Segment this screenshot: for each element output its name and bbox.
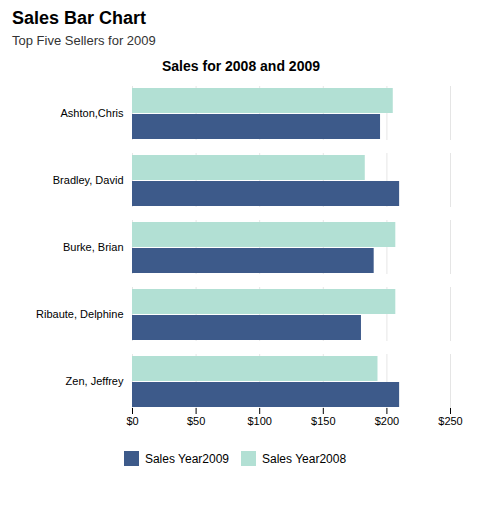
svg-text:$100: $100: [247, 415, 271, 427]
svg-text:$0: $0: [126, 415, 138, 427]
svg-text:$50: $50: [187, 415, 205, 427]
svg-text:Zen, Jeffrey: Zen, Jeffrey: [66, 375, 124, 387]
svg-text:Bradley, David: Bradley, David: [53, 174, 124, 186]
svg-text:Ashton,Chris: Ashton,Chris: [61, 107, 124, 119]
svg-text:$150: $150: [311, 415, 335, 427]
html-text:Sales Year2008: Sales Year2008: [262, 451, 347, 466]
html-text:Sales for 2008 and 2009: Sales for 2008 and 2009: [162, 58, 320, 74]
svg-text:Ribaute, Delphine: Ribaute, Delphine: [36, 308, 123, 320]
svg-text:$200: $200: [375, 415, 399, 427]
svg-text:$250: $250: [438, 415, 462, 427]
html-text:Sales Year2009: Sales Year2009: [144, 451, 229, 466]
html-text:Sales Bar Chart: Sales Bar Chart: [12, 8, 147, 28]
html-text:Top Five Sellers for 2009: Top Five Sellers for 2009: [12, 33, 156, 48]
svg-text:Burke, Brian: Burke, Brian: [63, 241, 124, 253]
